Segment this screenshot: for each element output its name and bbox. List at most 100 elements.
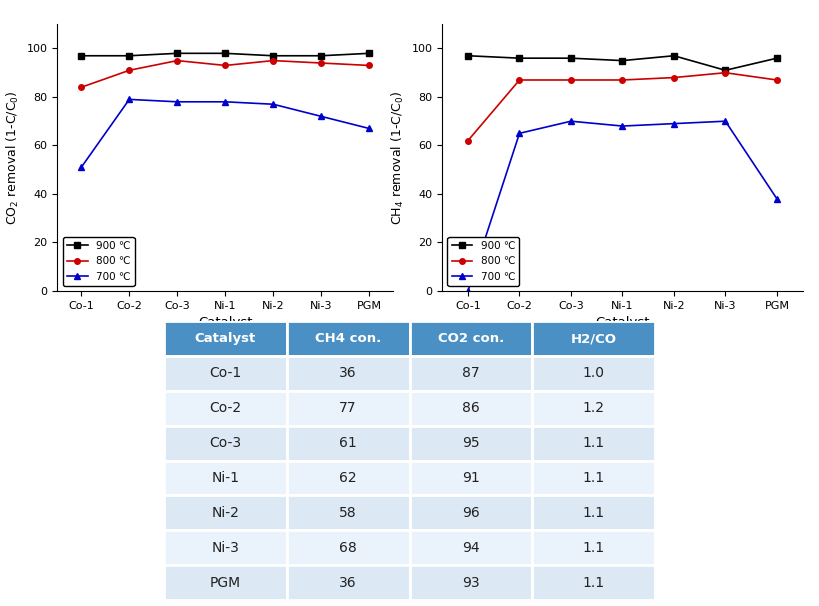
800 ℃ — [76, 84, 86, 91]
Line: 900 ℃: 900 ℃ — [465, 53, 780, 73]
Line: 900 ℃: 900 ℃ — [79, 50, 372, 59]
Line: 800 ℃: 800 ℃ — [465, 70, 780, 144]
Text: 58: 58 — [339, 506, 357, 520]
800 ℃ — [669, 74, 679, 81]
FancyBboxPatch shape — [287, 530, 410, 565]
FancyBboxPatch shape — [532, 391, 655, 425]
700 ℃ — [669, 120, 679, 127]
800 ℃ — [721, 69, 731, 76]
FancyBboxPatch shape — [532, 461, 655, 496]
Text: Ni-2: Ni-2 — [211, 506, 239, 520]
Text: 1.1: 1.1 — [582, 541, 605, 554]
Y-axis label: CO$_2$ removal (1-C/C$_0$): CO$_2$ removal (1-C/C$_0$) — [5, 90, 21, 225]
800 ℃ — [172, 57, 182, 64]
FancyBboxPatch shape — [164, 461, 287, 496]
Legend: 900 ℃, 800 ℃, 700 ℃: 900 ℃, 800 ℃, 700 ℃ — [447, 237, 519, 285]
Legend: 900 ℃, 800 ℃, 700 ℃: 900 ℃, 800 ℃, 700 ℃ — [62, 237, 134, 285]
FancyBboxPatch shape — [287, 565, 410, 600]
FancyBboxPatch shape — [410, 356, 532, 391]
FancyBboxPatch shape — [287, 461, 410, 496]
800 ℃ — [514, 76, 524, 84]
Text: 86: 86 — [462, 401, 480, 415]
Text: Co-2: Co-2 — [209, 401, 242, 415]
FancyBboxPatch shape — [532, 425, 655, 461]
FancyBboxPatch shape — [287, 496, 410, 530]
Line: 700 ℃: 700 ℃ — [465, 118, 780, 294]
FancyBboxPatch shape — [410, 391, 532, 425]
X-axis label: Catalyst: Catalyst — [198, 316, 252, 329]
700 ℃ — [364, 125, 374, 132]
FancyBboxPatch shape — [410, 425, 532, 461]
800 ℃ — [364, 62, 374, 69]
FancyBboxPatch shape — [164, 565, 287, 600]
FancyBboxPatch shape — [410, 530, 532, 565]
700 ℃ — [463, 287, 473, 295]
800 ℃ — [316, 59, 326, 67]
Text: Ni-1: Ni-1 — [211, 471, 239, 485]
Line: 800 ℃: 800 ℃ — [79, 58, 372, 90]
900 ℃ — [124, 52, 134, 59]
700 ℃ — [721, 118, 731, 125]
Text: 93: 93 — [462, 576, 480, 590]
900 ℃ — [514, 55, 524, 62]
900 ℃ — [316, 52, 326, 59]
900 ℃ — [172, 50, 182, 57]
900 ℃ — [269, 52, 278, 59]
900 ℃ — [76, 52, 86, 59]
Text: 87: 87 — [462, 367, 480, 381]
FancyBboxPatch shape — [164, 356, 287, 391]
900 ℃ — [721, 67, 731, 74]
FancyBboxPatch shape — [410, 565, 532, 600]
Text: Ni-3: Ni-3 — [211, 541, 239, 554]
Text: 61: 61 — [339, 436, 357, 450]
FancyBboxPatch shape — [532, 496, 655, 530]
FancyBboxPatch shape — [532, 321, 655, 356]
FancyBboxPatch shape — [410, 321, 532, 356]
800 ℃ — [772, 76, 782, 84]
Text: 1.1: 1.1 — [582, 576, 605, 590]
Text: Co-1: Co-1 — [209, 367, 242, 381]
700 ℃ — [220, 98, 230, 105]
Text: 94: 94 — [462, 541, 480, 554]
Line: 700 ℃: 700 ℃ — [79, 96, 372, 170]
Text: Co-3: Co-3 — [209, 436, 242, 450]
FancyBboxPatch shape — [164, 530, 287, 565]
FancyBboxPatch shape — [532, 530, 655, 565]
Text: 91: 91 — [462, 471, 480, 485]
FancyBboxPatch shape — [410, 496, 532, 530]
Text: 1.1: 1.1 — [582, 471, 605, 485]
FancyBboxPatch shape — [164, 391, 287, 425]
Text: 1.0: 1.0 — [583, 367, 604, 381]
Text: 62: 62 — [339, 471, 357, 485]
Text: Catalyst: Catalyst — [195, 332, 256, 345]
800 ℃ — [124, 67, 134, 74]
900 ℃ — [669, 52, 679, 59]
FancyBboxPatch shape — [287, 356, 410, 391]
Text: 95: 95 — [462, 436, 480, 450]
700 ℃ — [618, 122, 627, 130]
900 ℃ — [220, 50, 230, 57]
800 ℃ — [463, 137, 473, 144]
900 ℃ — [618, 57, 627, 64]
FancyBboxPatch shape — [164, 321, 287, 356]
Text: 36: 36 — [339, 576, 357, 590]
FancyBboxPatch shape — [164, 425, 287, 461]
800 ℃ — [618, 76, 627, 84]
900 ℃ — [364, 50, 374, 57]
FancyBboxPatch shape — [164, 496, 287, 530]
900 ℃ — [463, 52, 473, 59]
Text: CO2 con.: CO2 con. — [438, 332, 504, 345]
800 ℃ — [220, 62, 230, 69]
Y-axis label: CH$_4$ removal (1-C/C$_0$): CH$_4$ removal (1-C/C$_0$) — [390, 90, 406, 225]
Text: 1.2: 1.2 — [583, 401, 604, 415]
X-axis label: Catalyst: Catalyst — [595, 316, 649, 329]
Text: CH4 con.: CH4 con. — [315, 332, 381, 345]
700 ℃ — [76, 164, 86, 171]
FancyBboxPatch shape — [410, 461, 532, 496]
800 ℃ — [269, 57, 278, 64]
700 ℃ — [566, 118, 576, 125]
Text: 1.1: 1.1 — [582, 506, 605, 520]
700 ℃ — [514, 130, 524, 137]
700 ℃ — [316, 113, 326, 120]
700 ℃ — [772, 195, 782, 202]
